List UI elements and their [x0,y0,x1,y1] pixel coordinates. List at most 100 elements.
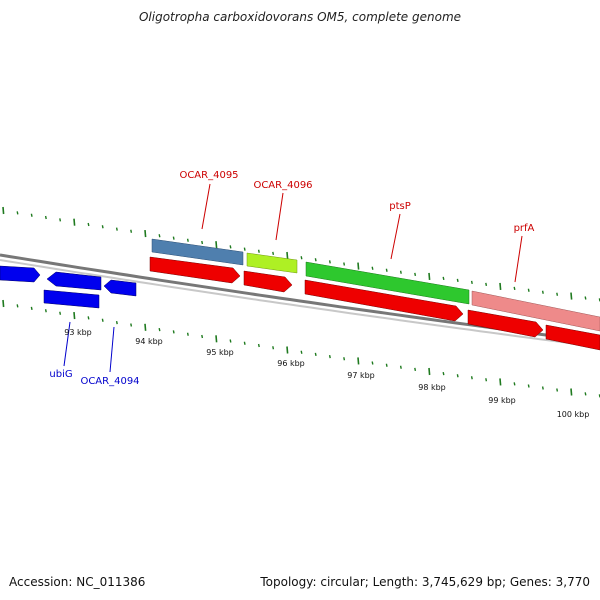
gene-label-ubiG[interactable]: ubiG [49,369,72,380]
inner-tick-8 [115,320,118,325]
inner-tick-35 [499,378,502,386]
inner-tick-17 [243,341,246,345]
inner-tick-20 [286,346,289,354]
inner-tick-5 [73,312,76,320]
outer-tick-ring [2,206,600,302]
inner-tick-3 [44,309,47,313]
scale-labels: 93 kbp 94 kbp 95 kbp 96 kbp 97 kbp 98 kb… [64,328,589,419]
outer-tick-10 [144,230,147,238]
inner-tick-40 [570,388,573,396]
outer-tick-26 [371,266,374,270]
inner-tick-36 [513,382,516,386]
outer-tick-21 [300,256,303,260]
outer-tick-32 [456,278,459,283]
cds-red-2[interactable] [243,270,293,293]
inner-tick-38 [541,386,544,390]
gene-label-ocar-4096[interactable]: OCAR_4096 [253,180,312,191]
outer-tick-27 [385,268,388,272]
outer-tick-37 [527,288,530,292]
gene-label-ocar-4095[interactable]: OCAR_4095 [179,170,238,181]
gene-ocar-4095-block[interactable] [151,238,244,266]
outer-tick-39 [556,292,559,296]
gene-ubiG-block[interactable] [46,271,102,291]
inner-tick-10 [144,323,147,331]
inner-tick-33 [470,376,473,380]
scale-label-99kbp: 99 kbp [488,396,516,405]
outer-tick-8 [115,227,118,231]
inner-tick-11 [158,327,161,332]
cds-red-1[interactable] [149,256,241,284]
scale-label-94kbp: 94 kbp [135,337,163,346]
inner-tick-32 [456,374,459,378]
outer-tick-19 [272,251,275,256]
outer-tick-35 [499,282,502,290]
outer-tick-15 [215,241,218,249]
gene-label-ocar-4094[interactable]: OCAR_4094 [80,376,139,387]
outer-tick-16 [229,245,232,249]
outer-tick-29 [414,272,417,277]
gene-prfA-block[interactable] [471,290,600,332]
outer-tick-0 [2,206,5,215]
cds-red-4[interactable] [467,309,544,338]
gene-blue-1[interactable] [0,265,41,283]
outer-tick-31 [442,276,445,281]
outer-tick-3 [44,215,47,220]
gene-label-ptsP[interactable]: ptsP [389,201,411,212]
outer-tick-12 [172,236,175,240]
cds-red-3[interactable] [304,279,464,322]
gene-label-prfA[interactable]: prfA [514,223,535,234]
outer-tick-5 [73,218,76,226]
inner-tick-6 [87,316,90,320]
genome-summary-text: Topology: circular; Length: 3,745,629 bp… [260,575,590,589]
gene-ocar-4094-block[interactable] [103,279,137,297]
outer-tick-14 [201,240,204,245]
outer-tick-28 [399,270,402,274]
outer-tick-1 [16,211,19,215]
inner-tick-25 [357,357,360,365]
inner-tick-28 [399,365,402,369]
scale-label-100kbp: 100 kbp [557,410,590,419]
inner-tick-4 [59,311,62,315]
map-title: Oligotropha carboxidovorans OM5, complet… [138,10,462,24]
outer-tick-30 [428,272,431,280]
outer-tick-18 [257,249,260,253]
inner-tick-37 [527,384,530,388]
scale-label-95kbp: 95 kbp [206,348,234,357]
leader-ubiG [63,321,71,367]
inner-tick-31 [442,371,445,376]
leader-ocar-4094 [109,326,115,373]
outer-tick-40 [570,292,573,300]
gene-ptsP-block[interactable] [305,261,470,305]
inner-tick-21 [300,350,303,354]
inner-tick-29 [414,367,417,372]
gene-ocar-4096-block[interactable] [246,252,298,274]
inner-tick-1 [16,304,19,308]
outer-tick-38 [541,290,544,294]
gene-blue-feature[interactable] [43,289,100,309]
outer-tick-41 [584,296,587,300]
inner-tick-7 [101,318,104,322]
outer-tick-17 [243,247,246,251]
inner-tick-9 [130,323,133,327]
outer-tick-36 [513,286,516,291]
outer-tick-6 [87,222,90,227]
scale-label-93kbp: 93 kbp [64,328,92,337]
inner-tick-24 [343,357,346,361]
inner-tick-19 [272,346,275,350]
backbone-line-inner [0,259,600,348]
outer-tick-7 [101,225,104,229]
inner-tick-26 [371,361,374,365]
cds-red-5[interactable] [545,324,600,351]
outer-tick-11 [158,234,161,238]
inner-tick-18 [257,343,260,348]
inner-tick-23 [328,354,331,359]
outer-tick-9 [130,229,133,233]
inner-tick-22 [314,352,317,357]
inner-tick-39 [556,388,559,392]
inner-tick-41 [584,392,587,396]
inner-tick-16 [229,339,232,343]
inner-tick-15 [215,335,218,343]
outer-tick-4 [59,218,62,222]
scale-label-98kbp: 98 kbp [418,383,446,392]
